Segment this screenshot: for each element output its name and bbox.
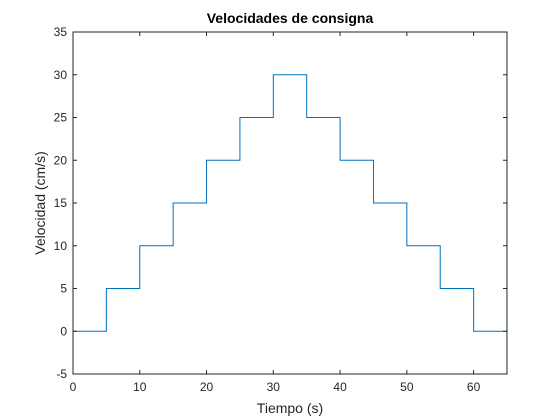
y-tick-label: 10: [54, 239, 68, 253]
x-tick-label: 0: [70, 380, 77, 394]
x-tick-label: 50: [400, 380, 414, 394]
x-tick-label: 30: [267, 380, 281, 394]
y-tick-label: 30: [54, 68, 68, 82]
x-tick-label: 10: [133, 380, 147, 394]
y-tick-label: 0: [60, 324, 67, 338]
series-layer: [73, 74, 507, 332]
y-tick-label: 25: [54, 111, 68, 125]
x-tick-label: 40: [333, 380, 347, 394]
chart-title: Velocidades de consigna: [207, 10, 374, 26]
x-tick-label: 20: [200, 380, 214, 394]
x-tick-label: 60: [467, 380, 481, 394]
y-tick-label: 20: [54, 153, 68, 167]
y-tick-label: -5: [56, 367, 67, 381]
y-tick-label: 5: [60, 282, 67, 296]
y-tick-label: 15: [54, 196, 68, 210]
x-axis-label: Tiempo (s): [257, 400, 323, 416]
series-line-0: [73, 74, 507, 332]
y-axis-label: Velocidad (cm/s): [32, 151, 48, 254]
y-tick-label: 35: [54, 25, 68, 39]
plot-area: [73, 32, 507, 374]
